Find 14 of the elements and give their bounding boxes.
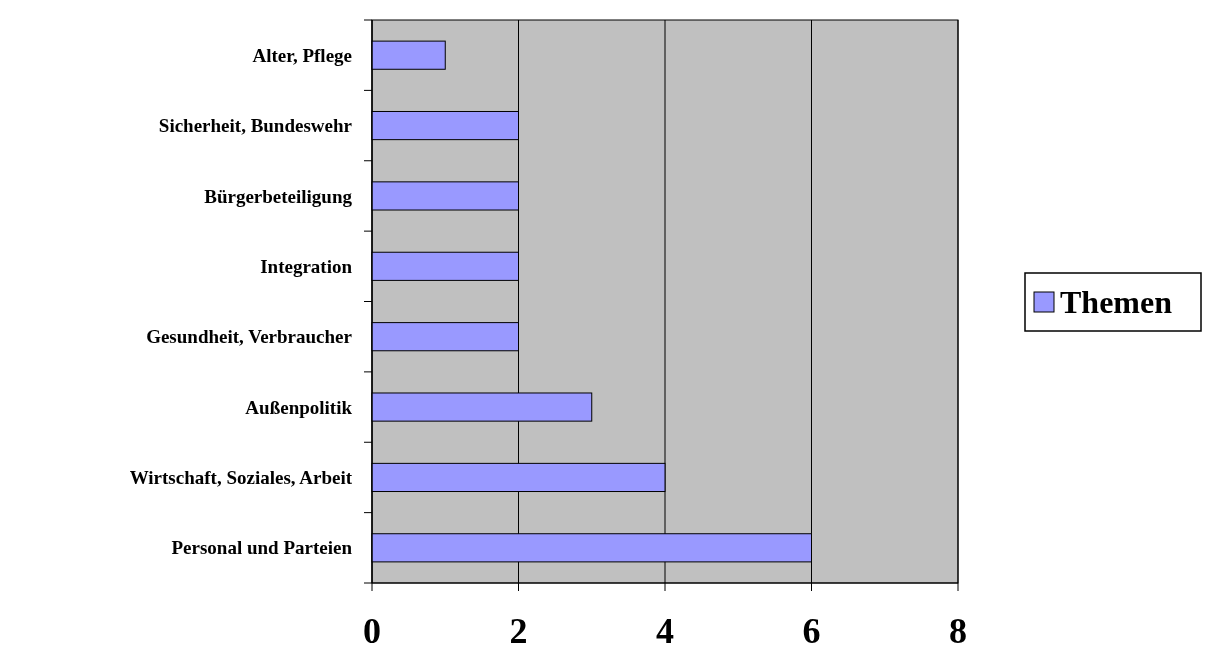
y-tick-label: Gesundheit, Verbraucher: [146, 326, 353, 348]
y-tick-label: Sicherheit, Bundeswehr: [158, 115, 353, 137]
legend-label: Themen: [1060, 284, 1173, 321]
y-tick-label: Personal und Parteien: [171, 537, 353, 559]
y-tick-label: Integration: [260, 255, 353, 277]
y-tick-label: Bürgerbeteiligung: [204, 185, 353, 207]
y-tick-label: Alter, Pflege: [252, 44, 352, 66]
y-tick-label: Außenpolitik: [245, 396, 353, 418]
x-tick-label: 6: [802, 611, 821, 651]
x-tick-label: 4: [656, 611, 674, 651]
y-tick-label: Wirtschaft, Soziales, Arbeit: [129, 467, 353, 489]
x-tick-label: 0: [363, 611, 381, 651]
x-tick-label: 2: [509, 611, 528, 651]
x-tick-label: 8: [949, 611, 967, 651]
